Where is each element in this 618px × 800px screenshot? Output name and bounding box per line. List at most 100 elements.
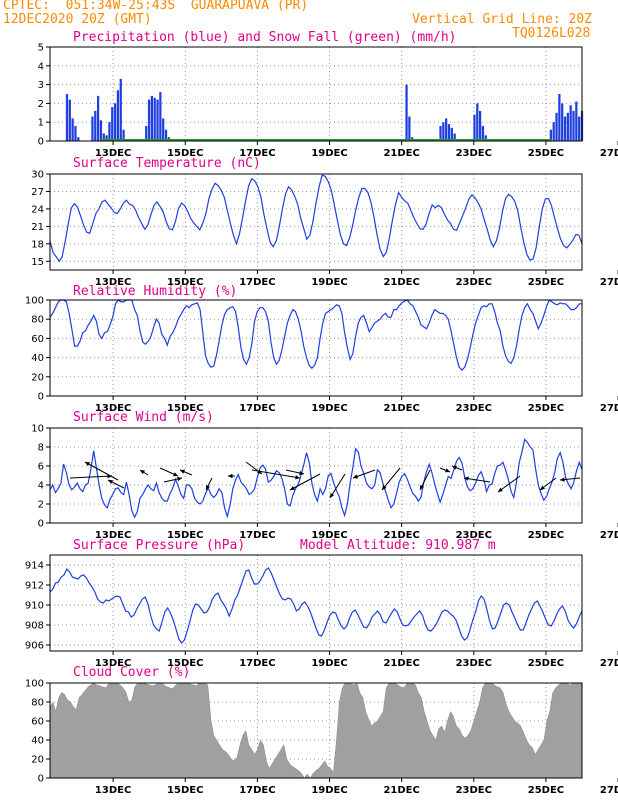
precip-bar: [555, 112, 558, 141]
precip-bar: [113, 103, 117, 141]
precip-bar: [65, 94, 69, 141]
precip-xtick-label: 27DEC: [600, 148, 618, 159]
precip-ytick-label: 4: [38, 61, 44, 72]
precip-title: Precipitation (blue) and Snow Fall (gree…: [73, 30, 457, 45]
wind-ytick-label: 0: [38, 519, 44, 530]
precip-bar: [122, 129, 125, 141]
rh-title: Relative Humidity (%): [73, 284, 238, 299]
wind-arrow-head: [140, 470, 145, 475]
cloud-xtick-label: 19DEC: [311, 785, 347, 796]
precip-bar: [77, 137, 80, 141]
temp-ytick-label: 27: [31, 187, 44, 198]
precip-bar: [442, 122, 445, 141]
precip-bar: [558, 94, 561, 141]
rh-xtick-label: 21DEC: [383, 403, 419, 414]
precip-bar: [147, 99, 151, 141]
wind-frame: [49, 427, 583, 524]
wind-arrow-head: [299, 470, 304, 476]
precip-ytick-label: 0: [38, 137, 44, 148]
precip-bar: [91, 116, 94, 141]
precip-bar: [575, 101, 578, 141]
wind-arrow-shaft: [381, 467, 401, 491]
precip-bar: [156, 99, 159, 141]
rh-xtick-label: 27DEC: [600, 403, 618, 414]
cloud-xtick-label: 23DEC: [456, 785, 492, 796]
precip-ytick-label: 1: [38, 118, 44, 129]
temp-xtick-label: 23DEC: [456, 277, 492, 288]
temp-xtick-label: 27DEC: [600, 277, 618, 288]
wind-arrow-head: [295, 475, 300, 480]
wind-arrow-head: [445, 468, 450, 473]
precip-bar: [569, 105, 572, 141]
precip-xtick-label: 17DEC: [239, 148, 275, 159]
pres-xtick-label: 21DEC: [383, 658, 419, 669]
rh-xtick-label: 25DEC: [528, 403, 564, 414]
cloud-xtick-label: 25DEC: [528, 785, 564, 796]
temp-title: Surface Temperature (nC): [73, 156, 261, 171]
wind-arrow-head: [382, 485, 387, 490]
precip-bar: [153, 97, 156, 141]
precip-bar: [578, 116, 581, 141]
rh-ytick-label: 20: [31, 372, 44, 383]
precip-bar: [162, 118, 165, 141]
precip-xtick-label: 25DEC: [528, 148, 564, 159]
station-header: CPTEC: 051:34W-25:43S GUARAPUAVA (PR): [3, 0, 309, 13]
precip-bar: [479, 110, 482, 141]
precip-xtick-label: 15DEC: [167, 148, 203, 159]
temp-ytick-label: 30: [31, 170, 44, 181]
rh-xtick-label: 17DEC: [239, 403, 275, 414]
cloud-xtick-label: 13DEC: [95, 785, 131, 796]
precip-bar: [108, 122, 111, 141]
temp-xtick-label: 15DEC: [167, 277, 203, 288]
wind-ytick-label: 6: [38, 462, 44, 473]
precip-ytick-label: 5: [38, 43, 44, 54]
wind-arrow-shaft: [69, 475, 113, 479]
precip-bar: [68, 99, 71, 141]
pressure-title: Surface Pressure (hPa): [73, 538, 246, 553]
precip-xtick-label: 21DEC: [383, 148, 419, 159]
cloud-cover-area: [49, 682, 583, 779]
wind-arrow-head: [540, 485, 545, 490]
rh-xtick-label: 15DEC: [167, 403, 203, 414]
precip-bar: [566, 112, 569, 141]
wind-xtick-label: 21DEC: [383, 530, 419, 541]
precip-bar: [71, 118, 74, 141]
cloud-xtick-label: 17DEC: [239, 785, 275, 796]
rh-xtick-label: 19DEC: [311, 403, 347, 414]
pres-xtick-label: 25DEC: [528, 658, 564, 669]
precip-bar: [473, 114, 476, 141]
cloud-title: Cloud Cover (%): [73, 665, 191, 680]
wind-title: Surface Wind (m/s): [73, 410, 214, 425]
precip-bar: [445, 118, 448, 141]
pres-xtick-label: 15DEC: [167, 658, 203, 669]
precip-bar: [159, 92, 162, 141]
pres-series-line: [49, 567, 583, 644]
pres-xtick-label: 27DEC: [600, 658, 618, 669]
precip-frame: [49, 46, 583, 142]
temp-xtick-label: 19DEC: [311, 277, 347, 288]
wind-arrow-shaft: [329, 473, 346, 499]
precip-bar: [94, 110, 97, 141]
pres-xtick-label: 13DEC: [95, 658, 131, 669]
precip-bar: [119, 78, 122, 141]
precip-bar: [447, 124, 451, 141]
wind-arrow-head: [85, 462, 90, 467]
cloud-ytick-label: 0: [38, 774, 44, 785]
rh-ytick-label: 40: [31, 353, 44, 364]
wind-xtick-label: 17DEC: [239, 530, 275, 541]
wind-xtick-label: 27DEC: [600, 530, 618, 541]
cloud-ytick-label: 60: [31, 717, 44, 728]
wind-arrow-head: [257, 469, 262, 474]
precip-ytick-label: 2: [38, 99, 44, 110]
precip-bar: [96, 95, 100, 141]
wind-arrow-head: [290, 486, 295, 490]
cloud-ytick-label: 80: [31, 698, 44, 709]
wind-ytick-label: 4: [38, 481, 44, 492]
precip-bar: [552, 122, 555, 141]
rh-xtick-label: 23DEC: [456, 403, 492, 414]
temp-series-line: [49, 174, 583, 263]
pres-ytick-label: 912: [25, 581, 44, 592]
rh-ytick-label: 60: [31, 334, 44, 345]
precip-bar: [484, 135, 487, 141]
